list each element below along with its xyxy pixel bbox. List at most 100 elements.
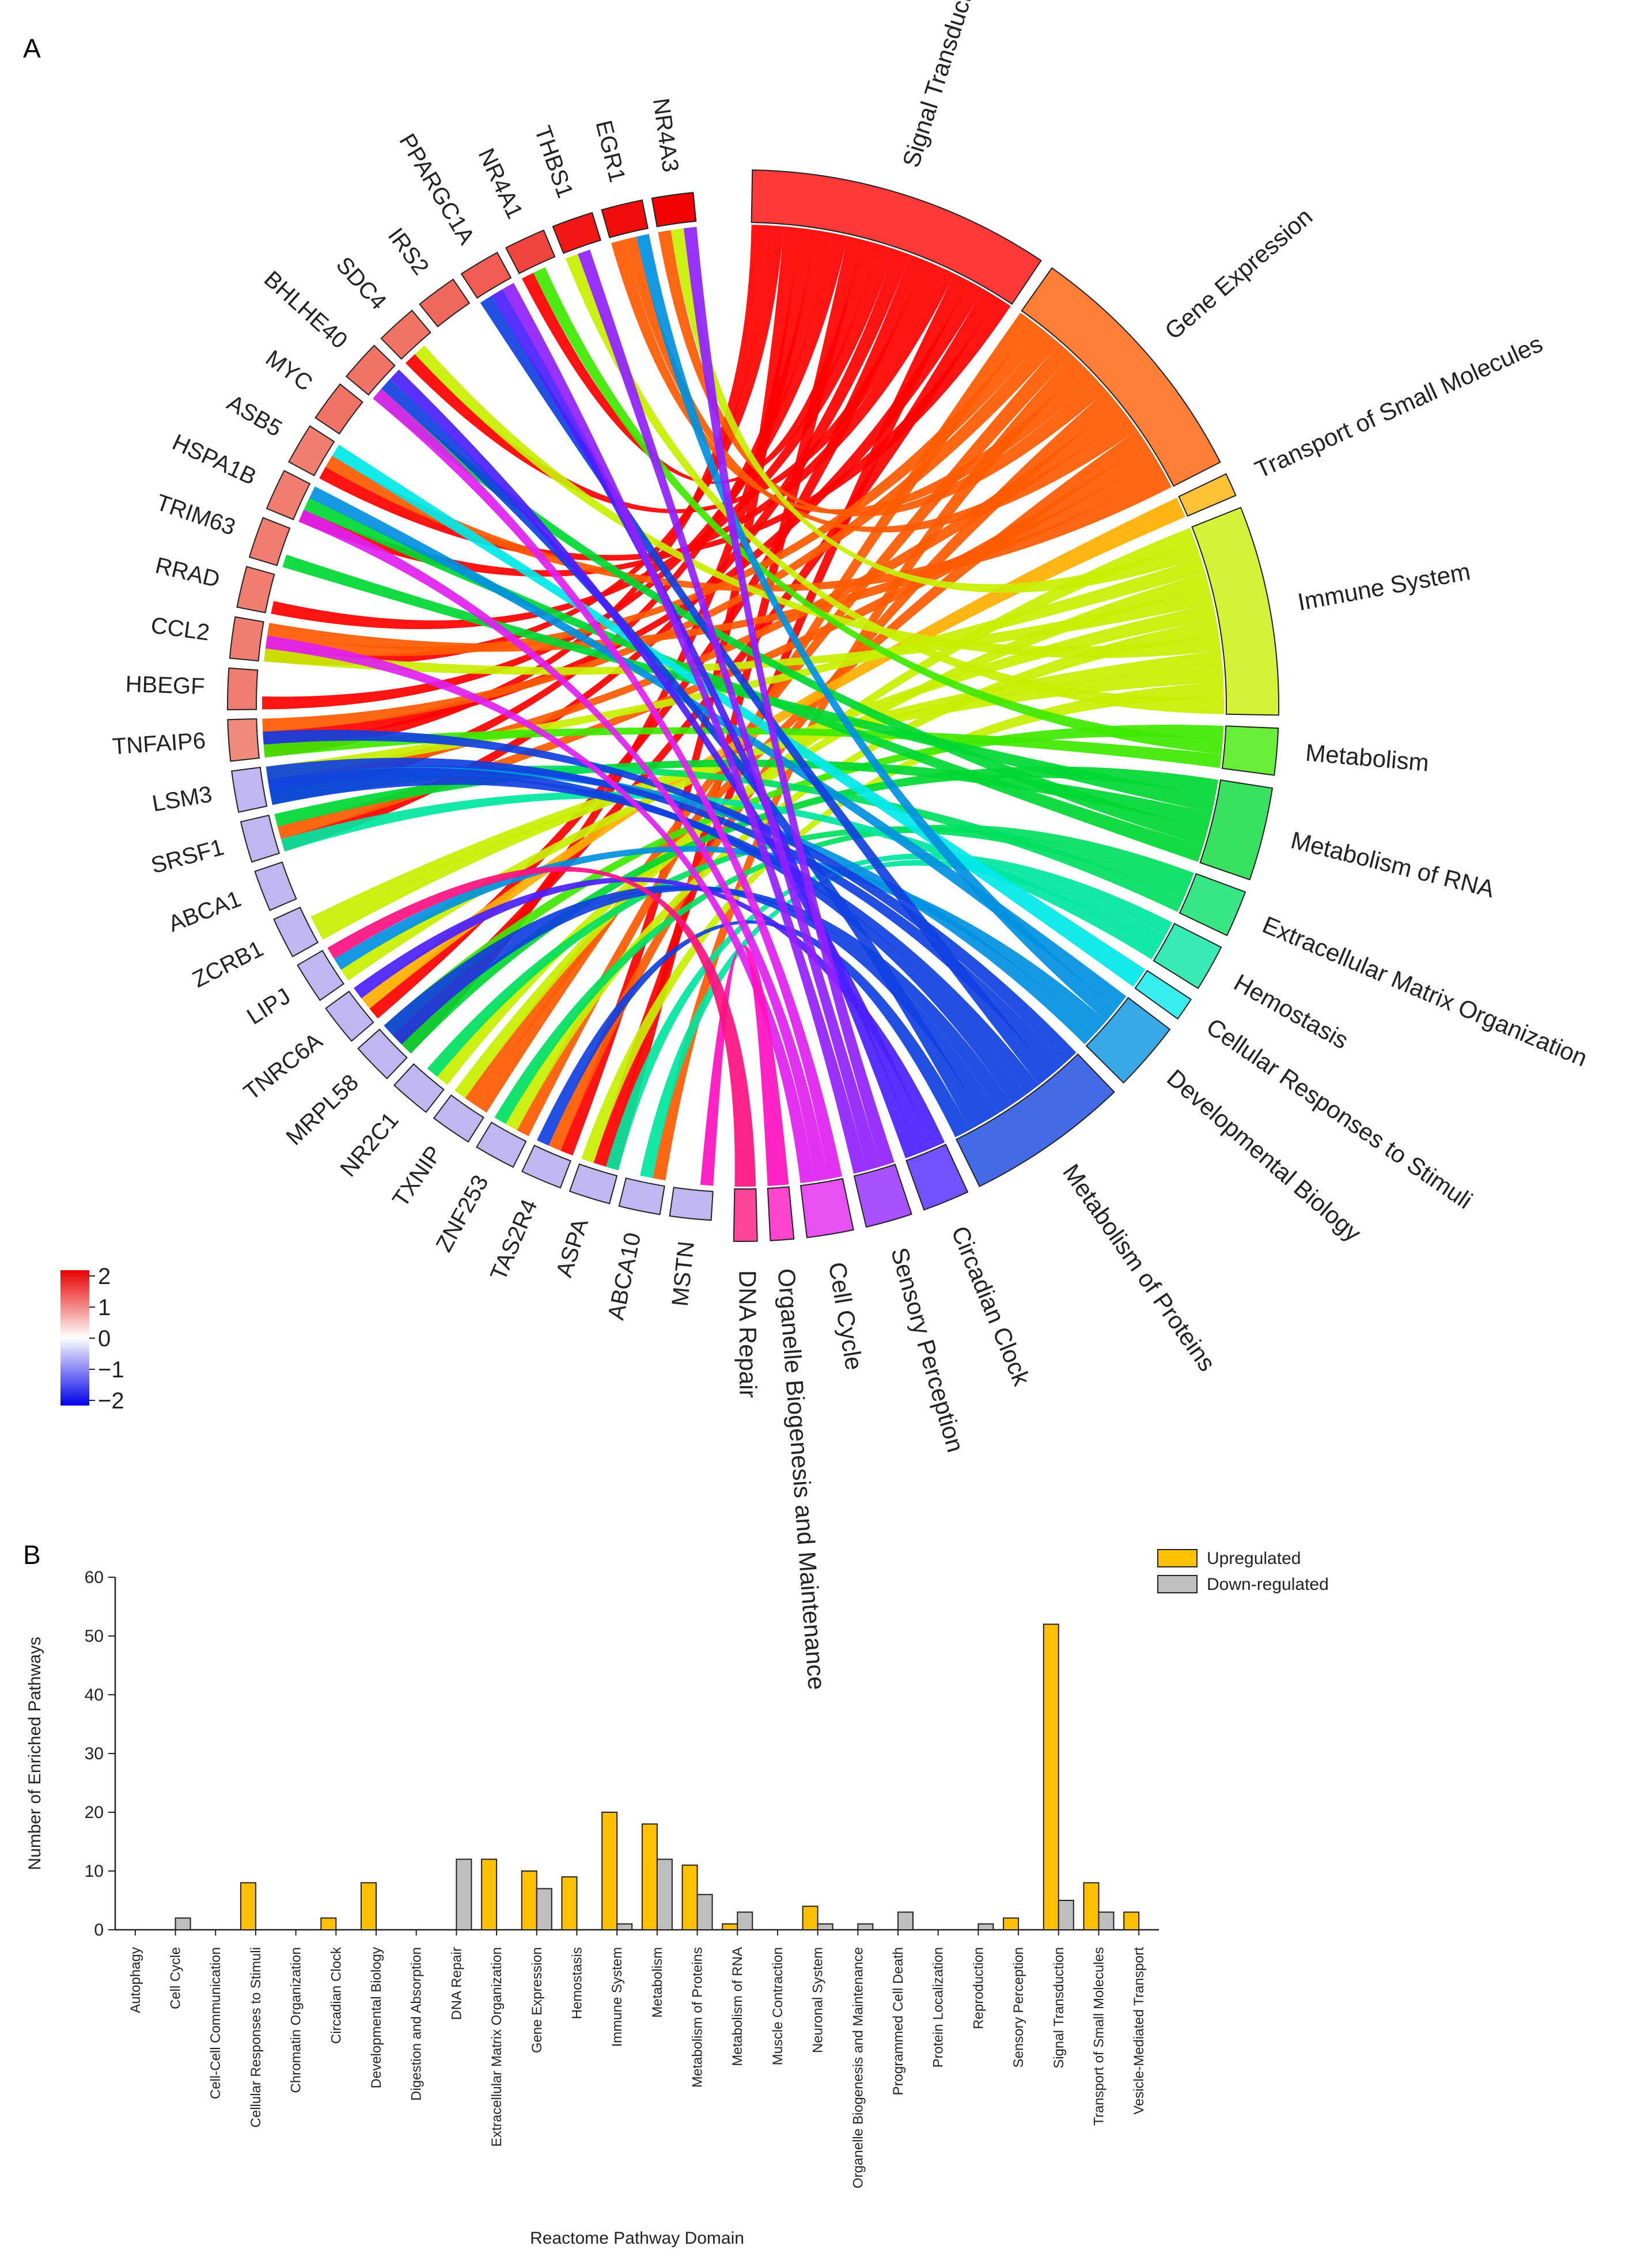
gene-label: ABCA1	[165, 886, 244, 937]
x-tick-label: Digestion and Absorption	[409, 1947, 425, 2101]
bar-upregulated	[1123, 1911, 1140, 1930]
gene-label: HSPA1B	[168, 430, 260, 490]
gene-label: LSM3	[150, 782, 214, 817]
bar-down-regulated	[616, 1923, 633, 1931]
x-tick-label: Signal Transduction	[1051, 1947, 1067, 2069]
chord-ribbon	[304, 498, 1203, 862]
pathway-arc-developmental-biology	[1085, 997, 1171, 1084]
chord-ribbon	[267, 767, 1026, 1104]
gene-label: IRS2	[383, 224, 434, 280]
gene-arcs	[227, 192, 714, 1221]
bar-upregulated	[802, 1906, 819, 1930]
colorbar-tick-label: −1	[98, 1357, 124, 1383]
gene-label: NR4A3	[648, 97, 683, 174]
bar-upregulated	[601, 1812, 618, 1930]
gene-arc-ccl2	[229, 616, 264, 662]
x-tick-label: Hemostasis	[569, 1947, 585, 2019]
gene-label: TNRC6A	[239, 1028, 327, 1105]
pathway-label: Circadian Clock	[946, 1222, 1036, 1390]
gene-arc-sdc4	[380, 309, 431, 360]
pathway-label: Immune System	[1295, 558, 1472, 616]
bar-upregulated	[722, 1923, 738, 1931]
bar-upregulated	[361, 1882, 377, 1930]
pathway-label: Gene Expression	[1160, 203, 1317, 345]
gene-arc-nr4a3	[651, 192, 697, 228]
bar-upregulated	[481, 1858, 498, 1931]
gene-arc-lipj	[297, 949, 344, 1001]
bar-down-regulated	[536, 1888, 552, 1931]
gene-label: CCL2	[149, 613, 211, 646]
gene-label: LIPJ	[243, 983, 295, 1029]
pathway-arc-cell-cycle	[800, 1177, 854, 1239]
chord-ribbon	[270, 776, 1039, 1095]
x-tick-label: Metabolism of Proteins	[690, 1947, 706, 2088]
gene-label: ABCA10	[603, 1230, 646, 1322]
panel-a-label: A	[23, 33, 41, 63]
chord-ribbon	[264, 588, 1214, 675]
gene-label: EGR1	[591, 118, 630, 185]
gene-arc-mstn	[669, 1187, 714, 1221]
gene-label: SRSF1	[148, 835, 226, 879]
chord-ribbon	[263, 727, 1222, 768]
bar-upregulated	[561, 1876, 578, 1930]
pathway-label: Extracellular Matrix Organization	[1259, 911, 1591, 1071]
gene-label: TAS2R4	[486, 1196, 543, 1285]
gene-label: SDC4	[331, 252, 391, 315]
chord-ribbon	[517, 312, 1034, 1137]
bar-upregulated	[320, 1917, 337, 1931]
bar-upregulated	[681, 1864, 698, 1931]
y-tick-label: 0	[94, 1921, 104, 1940]
x-tick-label: Autophagy	[128, 1947, 143, 2013]
pathway-label: Organelle Biogenesis and Maintenance	[772, 1267, 830, 1691]
x-tick-label: Sensory Perception	[1011, 1947, 1026, 2067]
bar-down-regulated	[857, 1923, 874, 1931]
chord-ribbon	[384, 885, 999, 1122]
pathway-arc-metabolism-of-proteins	[955, 1053, 1115, 1187]
y-tick-label: 60	[85, 1568, 104, 1587]
x-tick-label: Neuronal System	[810, 1947, 826, 2053]
pathway-arc-metabolism-of-rna	[1199, 779, 1274, 881]
pathway-label: Sensory Perception	[886, 1245, 969, 1455]
pathway-label: Metabolism	[1305, 738, 1430, 776]
pathway-arc-hemostasis	[1153, 922, 1222, 990]
x-tick-label: Circadian Clock	[328, 1946, 344, 2044]
gene-arc-mrpl58	[357, 1028, 408, 1080]
pathway-label: Metabolism of Proteins	[1058, 1159, 1221, 1376]
pathway-label: Signal Transduction	[897, 0, 986, 171]
chord-ribbon	[581, 682, 1224, 1163]
x-tick-label: Organelle Biogenesis and Maintenance	[850, 1947, 866, 2188]
pathway-arc-extracellular-matrix-organization	[1179, 873, 1246, 937]
gene-label: MRPL58	[281, 1070, 363, 1150]
chord-ribbon	[494, 824, 1194, 1124]
x-axis-title: Reactome Pathway Domain	[530, 2229, 744, 2248]
gene-arc-tas2r4	[521, 1145, 571, 1189]
y-tick-label: 30	[85, 1744, 104, 1763]
gene-label: MSTN	[668, 1240, 699, 1308]
colorbar-tick-label: 1	[98, 1295, 111, 1320]
x-tick-label: Programmed Cell Death	[891, 1947, 906, 2095]
y-tick-label: 50	[85, 1627, 104, 1646]
pathway-arc-dna-repair	[733, 1188, 758, 1242]
x-tick-label: Metabolism of RNA	[730, 1947, 745, 2066]
gene-label: NR4A1	[473, 145, 528, 222]
gene-arc-nr2c1	[393, 1063, 445, 1114]
gene-label: ZCRB1	[188, 936, 267, 993]
x-tick-label: Reproduction	[971, 1947, 986, 2029]
pathway-label: Cell Cycle	[824, 1260, 868, 1372]
gene-arc-znf253	[476, 1122, 527, 1168]
pathway-arc-circadian-clock	[905, 1143, 969, 1211]
bar-down-regulated	[897, 1911, 914, 1930]
bar-down-regulated	[817, 1923, 833, 1931]
gene-label: MYC	[261, 346, 317, 396]
chord-ribbon	[491, 289, 919, 1158]
bar-chart: 0 10 20 30 40 50 60 Number of Enriched Pathways…	[25, 1549, 1329, 2248]
bar-upregulated	[240, 1882, 256, 1930]
gene-arc-tnfaip6	[227, 718, 260, 762]
bar-upregulated	[1003, 1917, 1020, 1931]
chord-ribbon	[565, 253, 1224, 714]
bar-upregulated	[521, 1870, 537, 1930]
chord-diagram: MSTN ABCA10ASPATAS2R4ZNF253TXNIPNR2C1MRPL…	[112, 0, 1592, 1691]
chord-ribbon	[282, 554, 1216, 813]
chord-ribbons	[262, 225, 1224, 1187]
